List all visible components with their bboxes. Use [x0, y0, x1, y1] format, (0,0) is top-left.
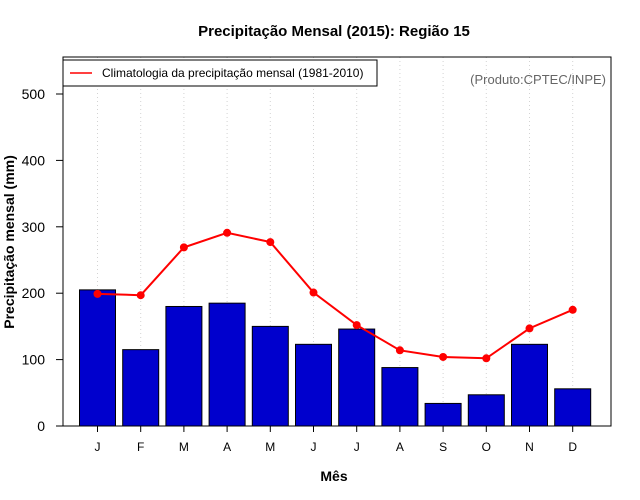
precip-bar	[295, 343, 332, 427]
legend-box	[62, 59, 378, 87]
x-tick-label: J	[95, 440, 101, 454]
precip-bar	[251, 325, 289, 427]
climatology-point	[352, 321, 361, 330]
plot-frame	[62, 56, 612, 427]
precip-bar	[424, 402, 462, 427]
precip-bar	[554, 388, 592, 427]
climatology-point	[136, 291, 145, 300]
precip-bar	[467, 394, 505, 427]
source-credit: (Produto:CPTEC/INPE)	[470, 72, 606, 87]
precip-bar	[338, 328, 376, 427]
climatology-point	[179, 243, 188, 252]
precip-bar	[208, 302, 246, 427]
climatology-point	[525, 324, 534, 333]
y-tick-label: 200	[22, 285, 46, 301]
x-tick-label: F	[137, 440, 144, 454]
climatology-polyline	[97, 231, 574, 360]
y-tick-label: 300	[22, 219, 46, 235]
legend-label: Climatologia da precipitação mensal (198…	[102, 66, 363, 80]
precip-bar	[122, 349, 160, 427]
precip-bar	[381, 367, 419, 427]
climatology-line	[93, 228, 577, 363]
x-tick-label: S	[439, 440, 447, 454]
legend: Climatologia da precipitação mensal (198…	[62, 59, 378, 87]
grid	[97, 57, 574, 426]
y-axis-label: Precipitação mensal (mm)	[1, 155, 17, 329]
precip-bar	[511, 343, 548, 427]
x-tick-label: D	[568, 440, 577, 454]
x-tick-label: M	[265, 440, 275, 454]
y-tick-label: 100	[22, 352, 46, 368]
chart-title: Precipitação Mensal (2015): Região 15	[198, 23, 470, 40]
x-tick-label: M	[179, 440, 189, 454]
y-tick-label: 500	[22, 86, 46, 102]
x-tick-label: J	[354, 440, 360, 454]
precip-bar	[165, 305, 203, 427]
bars	[79, 289, 592, 427]
x-tick-label: N	[525, 440, 534, 454]
x-tick-label: O	[482, 440, 491, 454]
y-tick-label: 0	[37, 418, 45, 434]
precip-bar	[79, 289, 116, 427]
climatology-point	[266, 238, 275, 247]
x-axis-label: Mês	[320, 468, 347, 484]
climatology-point	[482, 354, 491, 363]
x-tick-label: A	[396, 440, 404, 454]
climatology-point	[439, 352, 448, 361]
climatology-point	[568, 305, 577, 314]
climatology-point	[223, 228, 232, 237]
climatology-point	[309, 288, 318, 297]
climatology-point	[93, 289, 102, 298]
x-tick-label: J	[311, 440, 317, 454]
x-tick-label: A	[223, 440, 231, 454]
climatology-point	[395, 346, 404, 355]
y-tick-label: 400	[22, 152, 46, 168]
y-axis: 0 100 200 300 400 500	[22, 86, 63, 434]
